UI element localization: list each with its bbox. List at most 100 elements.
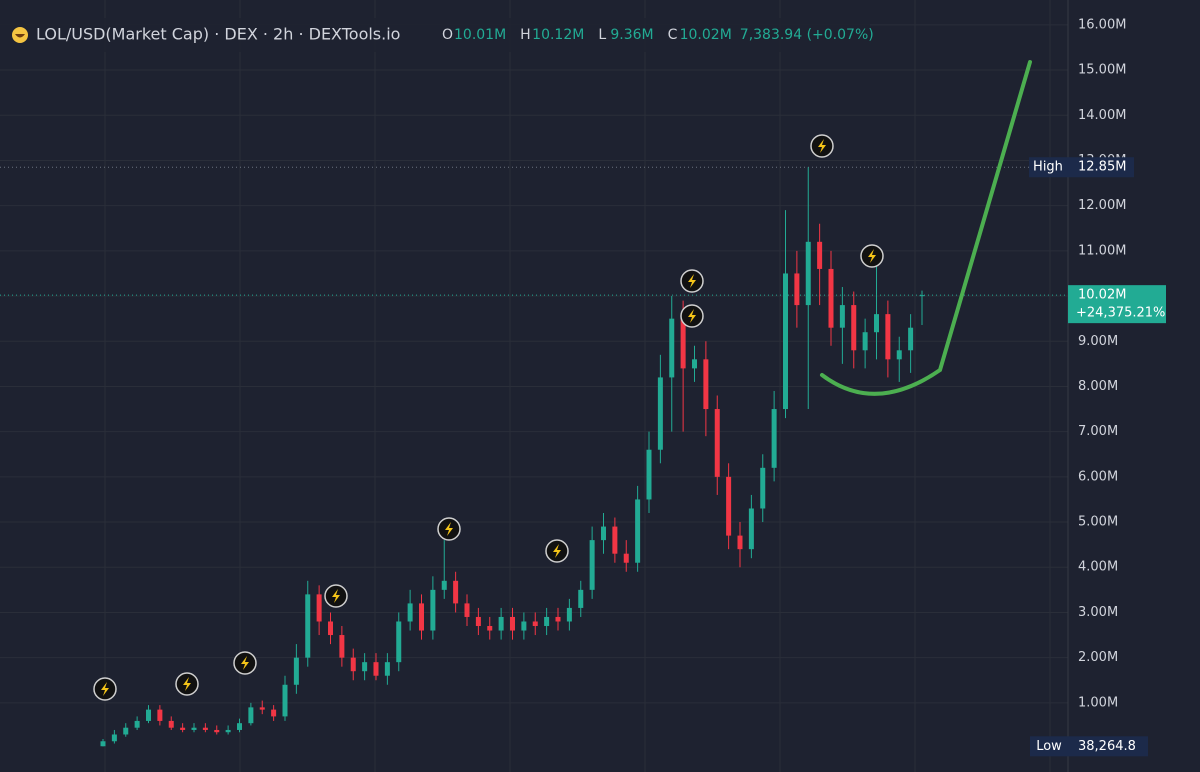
low-value-bg bbox=[1068, 736, 1148, 757]
candle-body bbox=[828, 268, 834, 328]
candle-body bbox=[453, 580, 459, 604]
y-tick-label: 2.00M bbox=[1078, 650, 1118, 665]
low-value: 38,264.8 bbox=[1078, 739, 1136, 754]
header-bg bbox=[0, 18, 870, 52]
candle-body bbox=[657, 377, 663, 450]
candle-body bbox=[748, 508, 754, 550]
event-bolt bbox=[101, 682, 109, 696]
candle-body bbox=[669, 318, 675, 378]
last-price-bg bbox=[1068, 285, 1166, 324]
ohlc-value: 10.12M bbox=[532, 27, 584, 43]
candle-body bbox=[885, 314, 891, 360]
candle-body bbox=[111, 734, 117, 742]
candle-body bbox=[601, 526, 606, 541]
candle-body bbox=[919, 295, 925, 297]
event-bolt bbox=[241, 656, 249, 670]
candle-body bbox=[635, 499, 641, 563]
candle-body bbox=[123, 727, 129, 735]
candle-body bbox=[851, 305, 857, 351]
ohlc-change: 7,383.94 (+0.07%) bbox=[740, 27, 874, 43]
y-tick-label: 11.00M bbox=[1078, 243, 1126, 258]
candle-body bbox=[339, 635, 345, 658]
candle-body bbox=[180, 727, 186, 730]
candle-body bbox=[532, 621, 538, 627]
candle-body bbox=[703, 359, 709, 410]
ohlc-value: 9.36M bbox=[610, 27, 653, 43]
candle-body bbox=[783, 273, 788, 410]
y-tick-label: 12.00M bbox=[1078, 198, 1126, 213]
ohlc-key: H bbox=[520, 27, 531, 43]
candle-body bbox=[487, 626, 493, 631]
y-tick-label: 1.00M bbox=[1078, 695, 1118, 710]
candle-body bbox=[328, 621, 333, 636]
high-value-bg bbox=[1068, 157, 1134, 178]
candle-body bbox=[805, 241, 811, 306]
candle-body bbox=[566, 607, 572, 622]
candle-body bbox=[646, 449, 652, 500]
candle-body bbox=[612, 526, 618, 554]
candle-body bbox=[862, 332, 868, 351]
candle-body bbox=[316, 594, 322, 622]
candle-body bbox=[464, 603, 470, 617]
event-bolt bbox=[332, 589, 340, 603]
candle-body bbox=[100, 741, 106, 747]
event-bolt bbox=[868, 249, 876, 263]
candle-body bbox=[498, 616, 504, 631]
candle-body bbox=[680, 318, 686, 369]
icons bbox=[93, 134, 884, 701]
candle-body bbox=[225, 729, 231, 733]
price-axis: 1.00M 2.00M 3.00M 4.00M 5.00M 6.00M 7.00M 8.00M… bbox=[1029, 17, 1166, 757]
candle-body bbox=[578, 589, 584, 608]
ohlc-value: 10.02M bbox=[680, 27, 732, 43]
y-tick-label: 4.00M bbox=[1078, 560, 1118, 575]
candle-body bbox=[475, 616, 481, 627]
candle-body bbox=[293, 657, 299, 685]
candle-body bbox=[202, 727, 208, 730]
candle-body bbox=[271, 709, 277, 717]
candle-body bbox=[282, 684, 288, 717]
y-tick-label: 8.00M bbox=[1078, 379, 1118, 394]
event-bolt bbox=[445, 522, 453, 536]
candle-body bbox=[714, 409, 720, 477]
y-tick-label: 14.00M bbox=[1078, 108, 1126, 123]
candle-body bbox=[191, 727, 197, 730]
candle-body bbox=[623, 553, 629, 563]
event-bolt bbox=[688, 309, 696, 323]
chart-title: LOL/USD(Market Cap) · DEX · 2h · DEXTool… bbox=[36, 25, 400, 44]
emoji-mouth bbox=[15, 34, 25, 38]
candle-body bbox=[407, 603, 413, 622]
y-tick-label: 7.00M bbox=[1078, 424, 1118, 439]
high-label-bg bbox=[1029, 157, 1068, 178]
candle-body bbox=[544, 616, 550, 627]
change-pct: +24,375.21% bbox=[1076, 306, 1165, 321]
candle-body bbox=[305, 594, 311, 658]
drawn-cup-curve bbox=[820, 60, 1032, 396]
event-bolt bbox=[183, 677, 191, 691]
low-label: Low bbox=[1036, 739, 1062, 754]
candle-body bbox=[794, 273, 800, 306]
low-label-bg bbox=[1030, 736, 1068, 757]
grid bbox=[0, 0, 1068, 772]
candle-body bbox=[839, 305, 845, 328]
event-bolt bbox=[818, 139, 826, 153]
candle-body bbox=[441, 580, 447, 590]
candle-body bbox=[737, 535, 743, 550]
ohlc-legend: O 10.01M H 10.12M L 9.36M C 10.02M 7,383.94 (+0.… bbox=[442, 27, 874, 43]
y-tick-label: 5.00M bbox=[1078, 515, 1118, 530]
candle-body bbox=[396, 621, 402, 663]
ohlc-key: C bbox=[668, 27, 678, 43]
candle-body bbox=[146, 709, 151, 721]
candle-body bbox=[430, 589, 436, 631]
candle-body bbox=[771, 409, 777, 468]
ohlc-value: 10.01M bbox=[454, 27, 506, 43]
candle-body bbox=[214, 729, 220, 733]
candle-body bbox=[384, 662, 390, 676]
ohlc-key: O bbox=[442, 27, 453, 43]
candle-body bbox=[168, 720, 174, 728]
candle-body bbox=[726, 476, 732, 536]
last-price: 10.02M bbox=[1078, 288, 1126, 303]
candle-body bbox=[896, 350, 902, 360]
y-tick-label: 15.00M bbox=[1078, 63, 1126, 78]
candle-body bbox=[817, 241, 823, 269]
